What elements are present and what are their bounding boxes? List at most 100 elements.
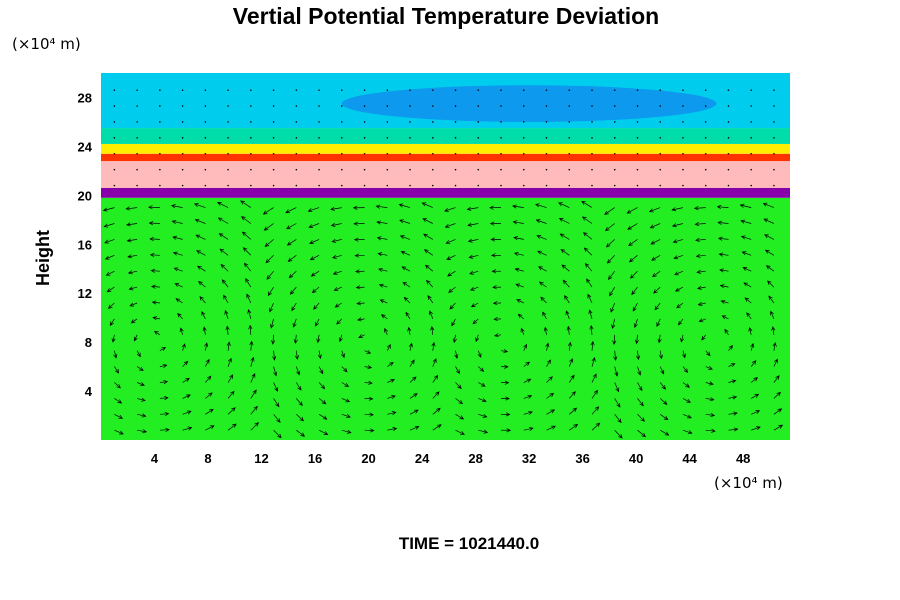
wind-dot bbox=[204, 105, 207, 107]
wind-arrow bbox=[591, 357, 596, 367]
wind-dot bbox=[500, 152, 502, 155]
y-tick-labels: 4 8 12 16 20 24 28 bbox=[78, 90, 93, 399]
wind-dot bbox=[181, 89, 184, 91]
wind-arrow bbox=[500, 428, 512, 433]
wind-arrow bbox=[605, 239, 615, 248]
wind-dot bbox=[522, 168, 525, 171]
wind-arrow bbox=[333, 286, 342, 291]
wind-arrow bbox=[489, 221, 502, 226]
wind-arrow bbox=[107, 302, 115, 310]
wind-dot bbox=[682, 137, 684, 139]
wind-dot bbox=[272, 137, 275, 139]
wind-arrow bbox=[341, 350, 345, 359]
wind-arrow bbox=[773, 358, 778, 367]
wind-arrow bbox=[559, 233, 570, 240]
wind-dot bbox=[431, 168, 434, 171]
wind-arrow bbox=[536, 235, 547, 240]
wind-arrow bbox=[567, 341, 572, 351]
x-tick-labels: 4 8 12 16 20 24 28 32 36 40 44 48 bbox=[151, 451, 751, 466]
wind-arrow bbox=[205, 425, 215, 431]
wind-dot bbox=[227, 121, 229, 123]
wind-arrow bbox=[113, 350, 118, 359]
wind-dot bbox=[591, 184, 593, 187]
wind-arrow bbox=[432, 407, 441, 415]
wind-arrow bbox=[285, 223, 297, 230]
wind-arrow bbox=[546, 425, 556, 431]
wind-arrow bbox=[523, 394, 533, 399]
wind-arrow bbox=[680, 334, 685, 343]
wind-arrow bbox=[500, 380, 510, 385]
wind-arrow bbox=[614, 414, 622, 424]
wind-dot bbox=[613, 152, 616, 155]
wind-arrow bbox=[674, 270, 684, 276]
wind-arrow bbox=[159, 395, 169, 401]
wind-dot bbox=[159, 121, 161, 123]
wind-arrow bbox=[182, 360, 189, 367]
wind-arrow bbox=[247, 309, 252, 319]
wind-arrow bbox=[430, 325, 435, 335]
wind-dot bbox=[250, 168, 252, 171]
wind-arrow bbox=[651, 254, 661, 261]
wind-arrow bbox=[660, 429, 670, 436]
wind-dot bbox=[773, 152, 775, 155]
wind-dot bbox=[500, 168, 502, 171]
wind-arrow bbox=[129, 302, 138, 307]
wind-dot bbox=[773, 168, 775, 171]
wind-arrow bbox=[538, 281, 547, 288]
wind-arrow bbox=[387, 395, 396, 399]
wind-arrow bbox=[159, 411, 170, 417]
wind-dot bbox=[545, 152, 548, 155]
wind-arrow bbox=[628, 239, 638, 246]
wind-arrow bbox=[728, 344, 734, 351]
wind-arrow bbox=[558, 218, 570, 224]
wind-arrow bbox=[378, 283, 388, 288]
wind-dot bbox=[363, 168, 366, 171]
wind-arrow bbox=[401, 266, 411, 272]
wind-arrow bbox=[205, 375, 212, 383]
wind-dot bbox=[136, 121, 138, 123]
wind-arrow bbox=[773, 408, 783, 415]
wind-arrow bbox=[270, 318, 275, 329]
wind-arrow bbox=[358, 334, 365, 338]
wind-arrow bbox=[150, 284, 160, 289]
wind-dot bbox=[636, 168, 639, 171]
wind-arrow bbox=[682, 366, 689, 374]
wind-arrow bbox=[159, 347, 167, 352]
wind-arrow bbox=[159, 363, 168, 368]
wind-arrow bbox=[104, 254, 115, 260]
wind-dot bbox=[682, 121, 684, 123]
wind-dot bbox=[181, 184, 184, 187]
wind-arrow bbox=[558, 202, 570, 208]
wind-arrow bbox=[472, 318, 479, 325]
wind-arrow bbox=[490, 237, 502, 242]
wind-arrow bbox=[455, 398, 464, 405]
wind-dot bbox=[386, 105, 389, 107]
wind-arrow bbox=[376, 220, 388, 225]
wind-arrow bbox=[105, 270, 115, 276]
wind-arrow bbox=[717, 220, 729, 225]
wind-arrow bbox=[422, 218, 433, 224]
wind-arrow bbox=[273, 414, 281, 423]
x-tick-label: 20 bbox=[361, 451, 375, 466]
wind-arrow bbox=[177, 312, 183, 320]
wind-arrow bbox=[542, 311, 547, 320]
wind-arrow bbox=[770, 310, 775, 320]
wind-dot bbox=[522, 184, 525, 187]
wind-arrow bbox=[137, 413, 147, 418]
wind-arrow bbox=[535, 203, 547, 208]
wind-arrow bbox=[387, 362, 394, 367]
wind-arrow bbox=[127, 270, 138, 275]
wind-dot bbox=[363, 137, 366, 139]
wind-arrow bbox=[151, 300, 160, 305]
wind-dot bbox=[159, 105, 161, 107]
wind-arrow bbox=[205, 408, 214, 415]
wind-arrow bbox=[429, 310, 434, 320]
wind-arrow bbox=[659, 398, 668, 405]
wind-arrow bbox=[637, 429, 647, 438]
wind-dot bbox=[227, 89, 229, 91]
wind-arrow bbox=[546, 359, 551, 367]
wind-dot bbox=[454, 137, 457, 139]
wind-arrow bbox=[584, 262, 593, 272]
wind-dot bbox=[522, 137, 525, 139]
